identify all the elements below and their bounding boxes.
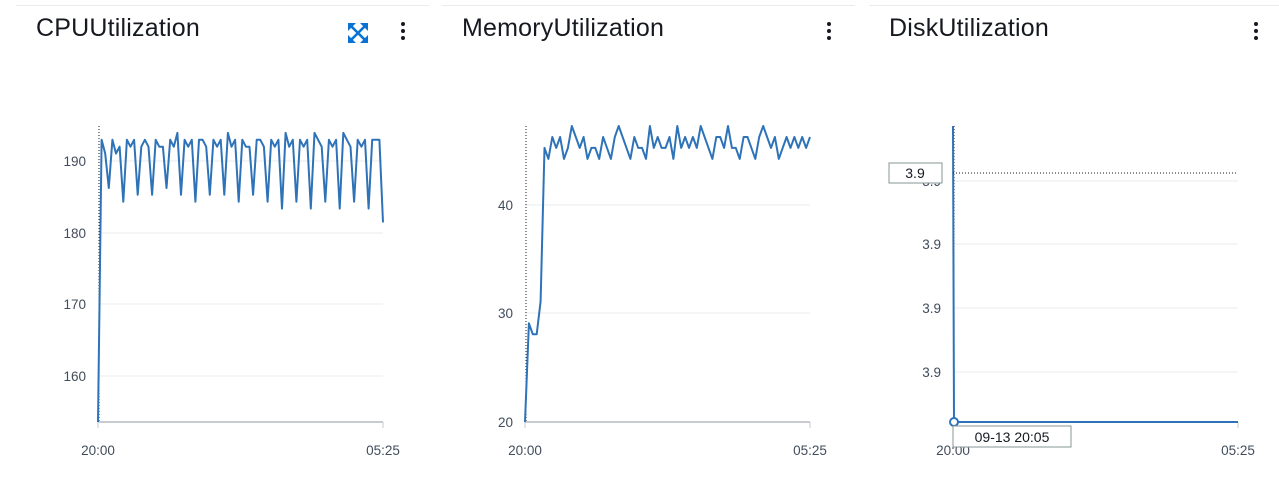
hover-point-marker bbox=[949, 417, 959, 427]
x-tick-label: 05:25 bbox=[1221, 443, 1255, 458]
panel-disk: DiskUtilization bbox=[869, 0, 1279, 480]
y-tick-label: 20 bbox=[498, 415, 513, 430]
y-tick-label: 3.9 bbox=[922, 365, 941, 380]
y-tick-label: 40 bbox=[498, 198, 513, 213]
panel-cpu: CPUUtilization bbox=[16, 0, 429, 480]
panel-title-memory: MemoryUtilization bbox=[462, 14, 665, 42]
series-line bbox=[952, 125, 1238, 423]
x-tick-label: 20:00 bbox=[508, 443, 542, 458]
x-tooltip-label: 09-13 20:05 bbox=[975, 429, 1050, 445]
y-tooltip-label: 3.9 bbox=[905, 165, 925, 181]
x-tooltip-box bbox=[952, 425, 1072, 448]
vertical-ellipsis-icon[interactable] bbox=[398, 22, 408, 44]
y-tick-label: 190 bbox=[63, 154, 86, 169]
vertical-ellipsis-icon[interactable] bbox=[824, 22, 834, 44]
panel-memory: MemoryUtilization bbox=[442, 0, 855, 480]
expand-icon[interactable] bbox=[347, 22, 369, 44]
y-tick-label: 3.9 bbox=[922, 301, 941, 316]
panel-divider bbox=[869, 5, 1279, 6]
panel-divider bbox=[442, 5, 855, 6]
y-tick-label: 3.9 bbox=[922, 237, 941, 252]
y-tick-label: 30 bbox=[498, 306, 513, 321]
x-tick-label: 05:25 bbox=[366, 443, 400, 458]
x-tick-label: 05:25 bbox=[793, 443, 827, 458]
vertical-ellipsis-icon[interactable] bbox=[1251, 22, 1261, 44]
y-tick-label: 160 bbox=[63, 369, 86, 384]
series-line bbox=[524, 125, 811, 423]
panel-divider bbox=[16, 5, 429, 6]
y-tick-label: 170 bbox=[63, 297, 86, 312]
x-tick-label: 20:00 bbox=[81, 443, 115, 458]
y-tick-label: 180 bbox=[63, 226, 86, 241]
series-line bbox=[97, 131, 384, 423]
panel-title-cpu: CPUUtilization bbox=[36, 14, 200, 42]
panel-title-disk: DiskUtilization bbox=[889, 14, 1049, 42]
y-tooltip-box bbox=[888, 162, 943, 184]
